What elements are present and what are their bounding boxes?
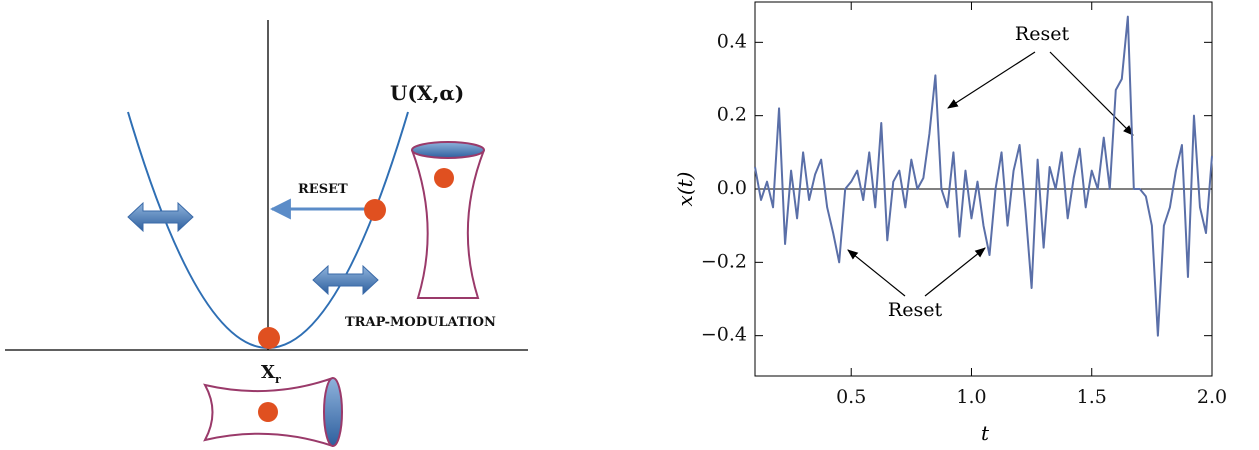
reset-label: RESET bbox=[298, 182, 348, 197]
x-tick-label: 1.0 bbox=[956, 386, 986, 408]
annotation-arrow bbox=[924, 247, 986, 297]
data-line bbox=[754, 15, 1213, 337]
x-axis-label: t bbox=[981, 421, 990, 445]
annotation: Reset bbox=[1015, 23, 1070, 45]
x-tick-label: 2.0 bbox=[1197, 386, 1227, 408]
annotation-arrow bbox=[1049, 51, 1134, 136]
y-tick-label: 0.4 bbox=[717, 30, 747, 52]
potential-label: U(X,α) bbox=[390, 81, 464, 105]
x-tick-label: 0.5 bbox=[836, 386, 866, 408]
y-axis-label: x(t) bbox=[673, 172, 697, 207]
x-tick-label: 1.5 bbox=[1077, 386, 1107, 408]
trap-opening bbox=[411, 141, 485, 159]
diagram: U(X,α) RESET TRAP-MODULATION Xr bbox=[5, 20, 528, 447]
y-tick-label: −0.2 bbox=[701, 250, 747, 272]
annotation: Reset bbox=[888, 299, 943, 321]
position-symbol: X bbox=[261, 362, 275, 383]
position-subscript: r bbox=[275, 373, 281, 386]
trap-vertical bbox=[411, 149, 485, 299]
modulation-arrow bbox=[127, 201, 194, 233]
position-label: Xr bbox=[261, 362, 281, 386]
trap-opening bbox=[323, 377, 343, 447]
particle bbox=[258, 402, 278, 422]
particle bbox=[258, 327, 280, 349]
particle bbox=[364, 199, 386, 221]
y-tick-label: 0.2 bbox=[717, 104, 747, 126]
particle bbox=[434, 168, 454, 188]
annotation-arrow bbox=[947, 51, 1036, 109]
modulation-arrow bbox=[312, 264, 379, 296]
modulation-label: TRAP-MODULATION bbox=[345, 315, 496, 330]
y-tick-label: 0.0 bbox=[717, 177, 747, 199]
y-tick-label: −0.4 bbox=[701, 324, 747, 346]
chart: t x(t) Reset Reset −0.4 −0.2 0.0 0.2 0.4 0.5 1… bbox=[673, 1, 1227, 445]
annotation-arrow bbox=[847, 249, 906, 297]
